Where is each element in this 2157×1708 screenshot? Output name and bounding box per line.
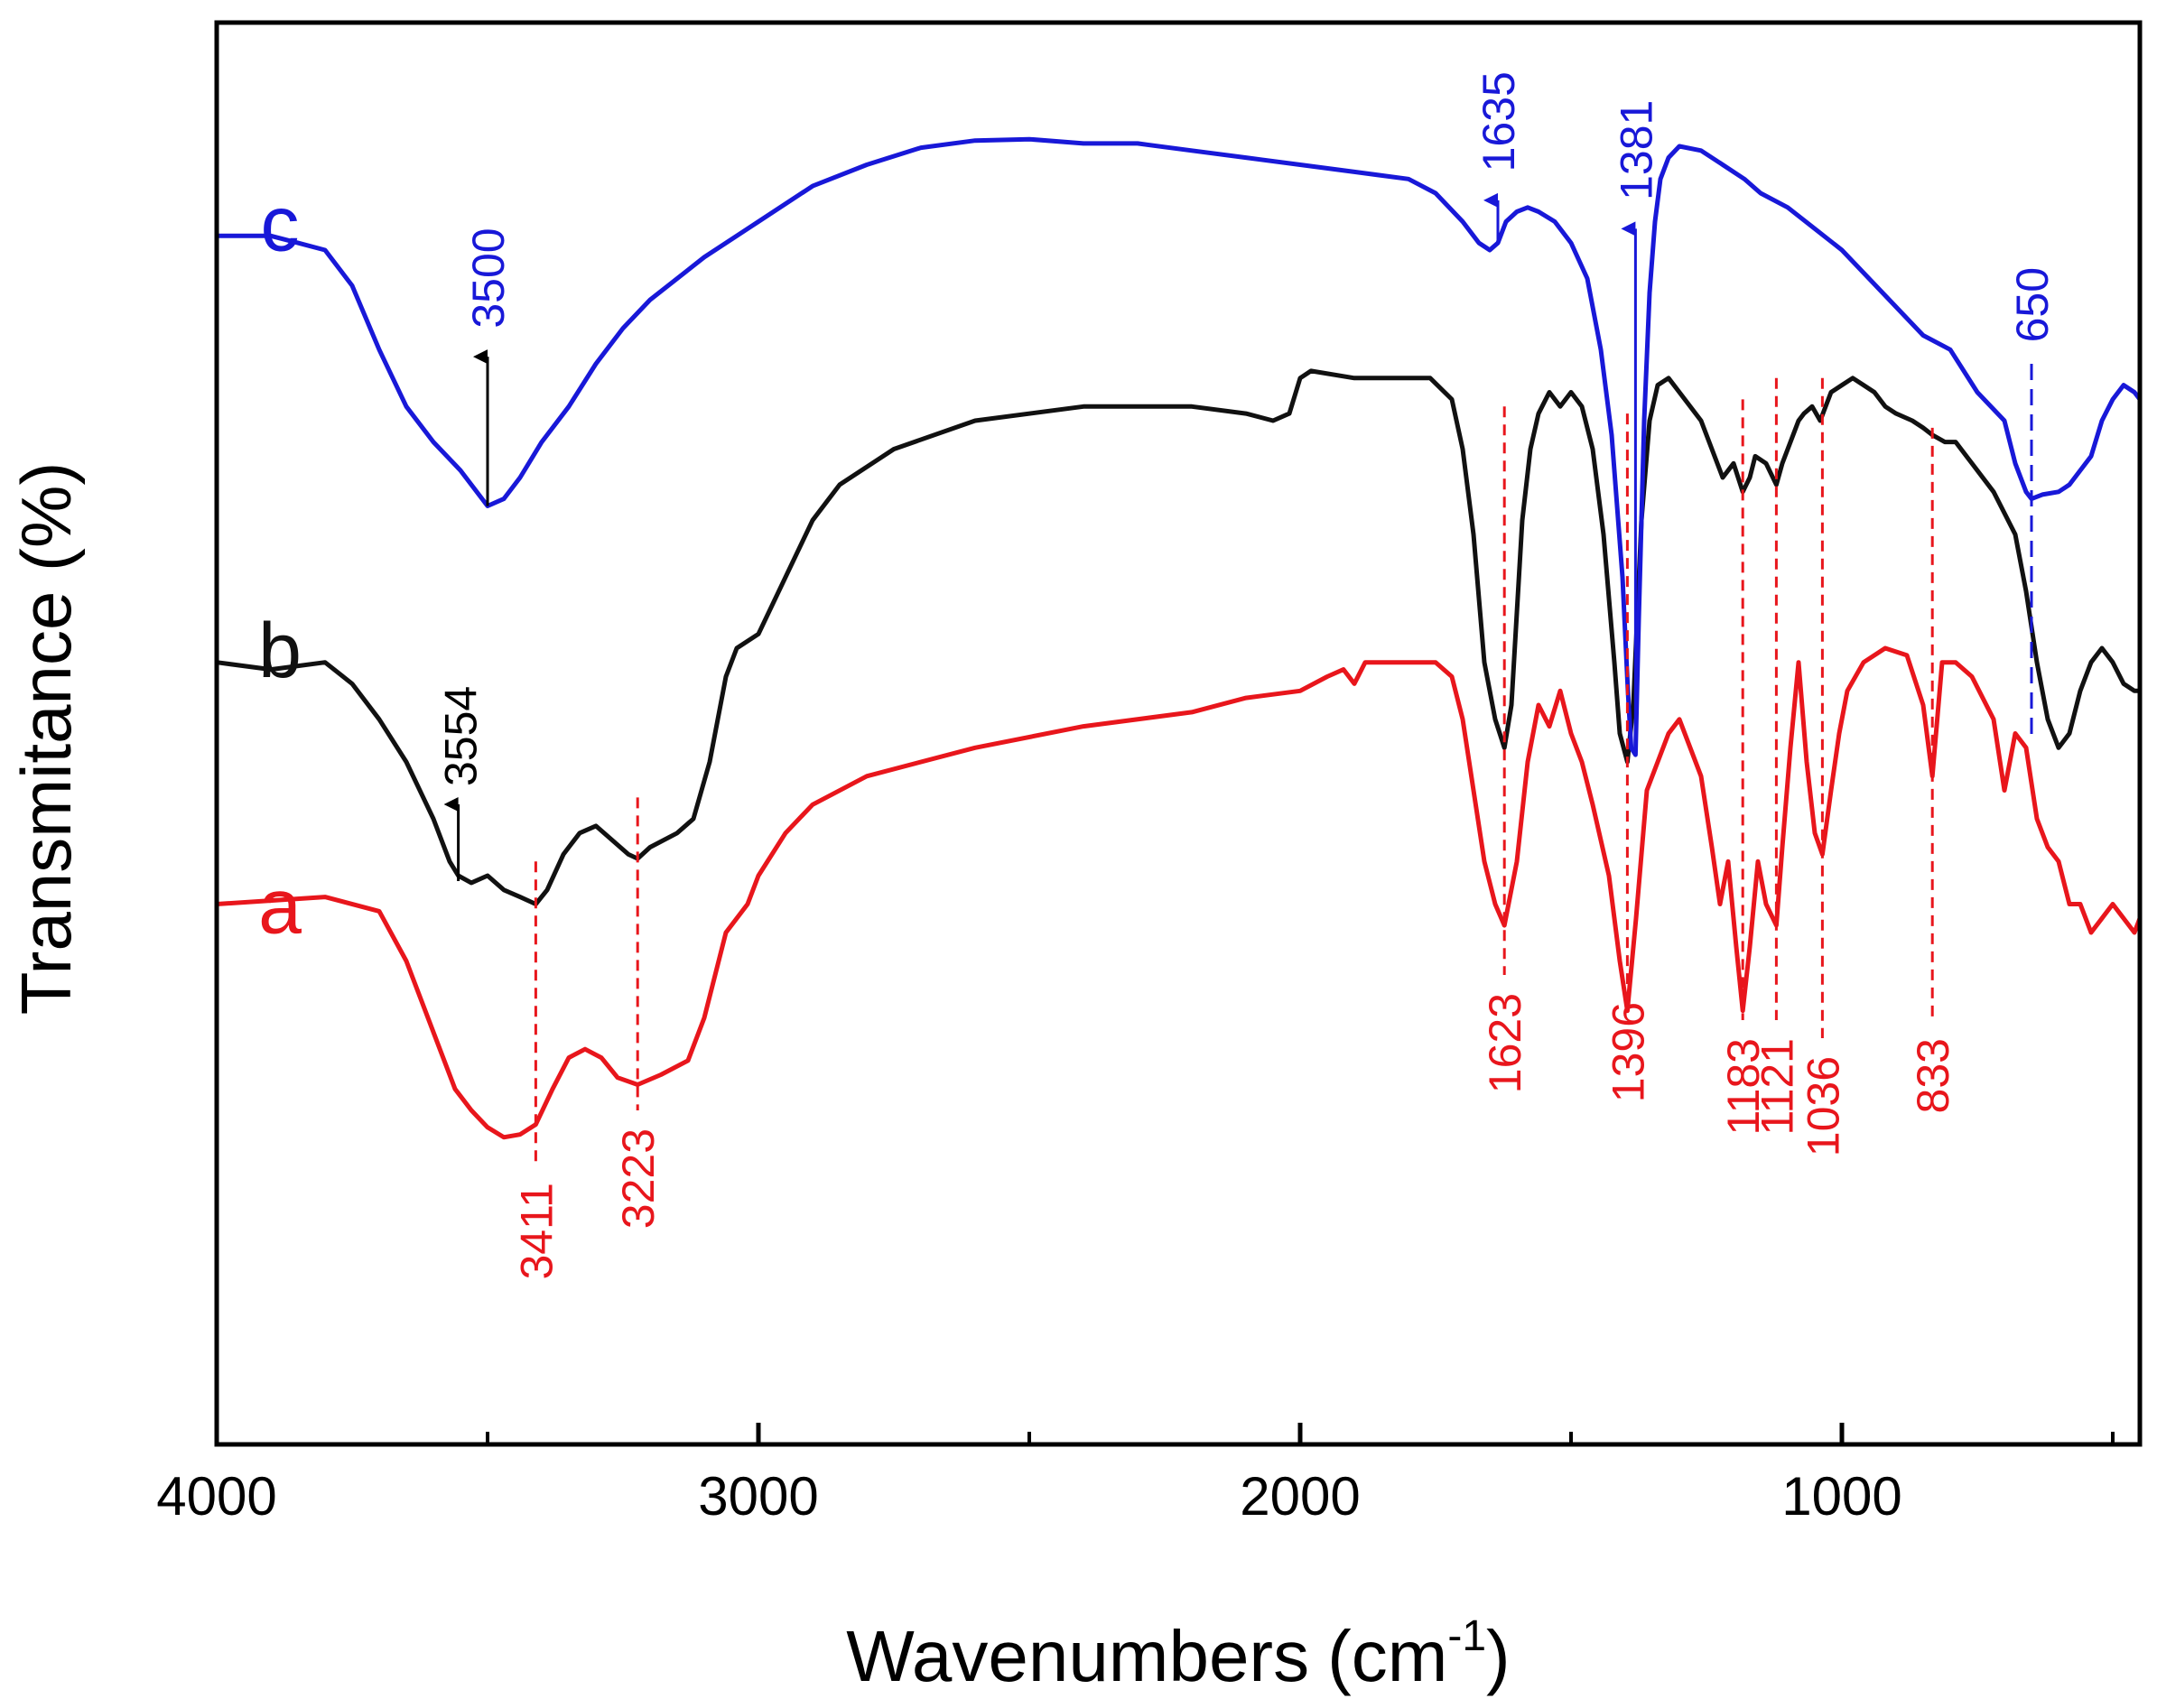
series-a-label: a — [258, 863, 302, 950]
y-axis-label: Transmitance (%) — [6, 462, 86, 1016]
series-b-label: b — [258, 608, 302, 694]
peak-label-650: 650 — [2007, 267, 2058, 342]
peak-label-833: 833 — [1908, 1038, 1958, 1113]
x-axis-label-main: Wavenumbers — [846, 1616, 1309, 1696]
peak-label-1381: 1381 — [1611, 100, 1661, 200]
peak-label-1396: 1396 — [1603, 1002, 1653, 1102]
peak-label-1121: 1121 — [1752, 1038, 1802, 1136]
peak-label-3500: 3500 — [463, 227, 514, 328]
peak-label-1183: 1183 — [1718, 1038, 1769, 1136]
plot-frame — [214, 20, 2143, 1447]
series-c-line — [217, 136, 2142, 757]
series-a-line — [216, 645, 2143, 1140]
x-tick-label: 1000 — [1781, 1466, 1901, 1527]
x-tick-label: 2000 — [1240, 1466, 1360, 1527]
x-axis-unit-exponent: -1 — [1447, 1612, 1486, 1660]
x-tick-label: 4000 — [156, 1466, 276, 1527]
x-axis-unit: cm — [1352, 1616, 1448, 1696]
x-axis-label: Wavenumbers (cm-1) — [846, 1612, 1510, 1696]
peak-label-3411: 3411 — [511, 1183, 562, 1280]
peak-label-1623: 1623 — [1480, 993, 1530, 1093]
peak-label-1635: 1635 — [1474, 71, 1524, 172]
peak-label-1036: 1036 — [1798, 1056, 1848, 1156]
x-tick-label: 3000 — [698, 1466, 818, 1527]
plot-area — [216, 136, 2143, 1140]
peak-label-3554: 3554 — [436, 686, 487, 786]
series-b-line — [216, 368, 2140, 906]
peak-label-3223: 3223 — [613, 1128, 664, 1229]
series-c-label: c — [261, 181, 300, 267]
x-axis: 4000 3000 2000 1000 — [156, 1423, 2115, 1527]
